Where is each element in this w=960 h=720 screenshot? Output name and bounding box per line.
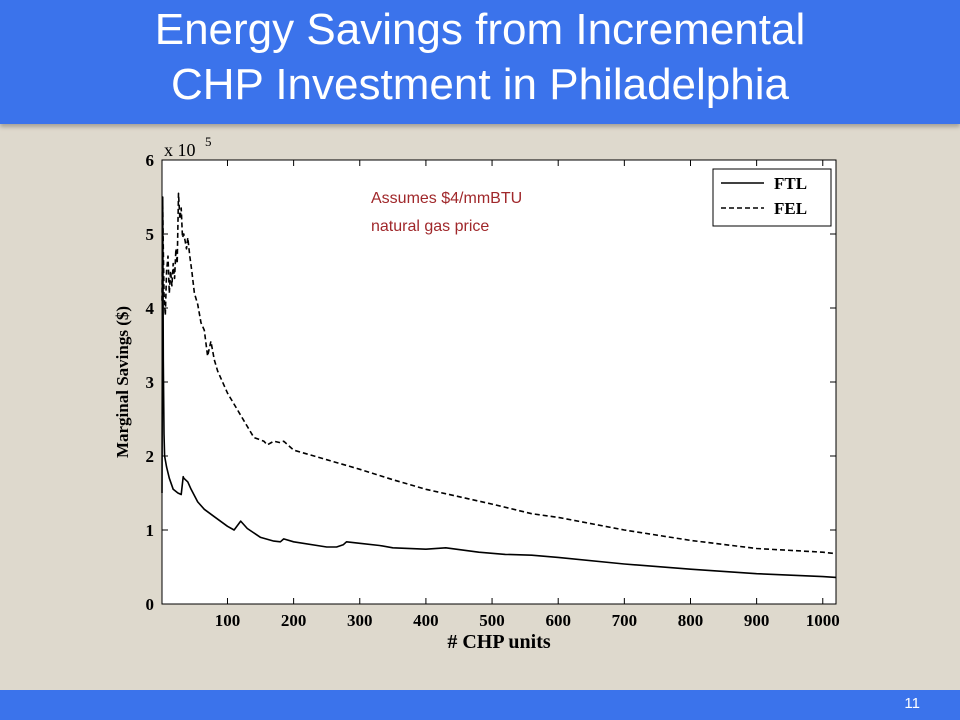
x-axis-label: # CHP units [447, 631, 551, 653]
page-number: 11 [904, 695, 920, 712]
title-line-1: Energy Savings from Incremental [154, 5, 806, 54]
legend: FTL FEL [712, 168, 832, 227]
y-tick-label: 6 [146, 151, 155, 170]
annotation-line-2: natural gas price [371, 218, 489, 235]
plot-area [161, 159, 837, 605]
y-tick-label: 1 [146, 521, 155, 540]
series-line-fel [161, 192, 837, 555]
y-tick-label: 0 [146, 595, 155, 614]
slide-title: Energy Savings from Incremental CHP Inve… [0, 2, 960, 112]
x-tick-label: 1000 [806, 611, 840, 630]
x-tick-label: 500 [479, 611, 505, 630]
series-line-ftl [161, 196, 837, 579]
x-tick-label: 200 [281, 611, 307, 630]
legend-label-ftl: FTL [774, 174, 807, 193]
title-line-2: CHP Investment in Philadelphia [171, 60, 789, 109]
series-layer [161, 192, 837, 579]
legend-box [712, 168, 832, 227]
y-tick-label: 3 [146, 373, 155, 392]
y-tick-label: 2 [146, 447, 155, 466]
y-tick-labels: 0 1 2 3 4 5 6 [146, 151, 155, 614]
annotation-line-1: Assumes $4/mmBTU [371, 190, 522, 207]
x-tick-label: 600 [545, 611, 571, 630]
legend-label-fel: FEL [774, 199, 807, 218]
x-tick-label: 900 [744, 611, 770, 630]
x-tick-label: 700 [612, 611, 638, 630]
y-multiplier-base: x 10 [164, 140, 196, 160]
x-tick-label: 400 [413, 611, 439, 630]
title-bar: Energy Savings from Incremental CHP Inve… [0, 0, 960, 124]
x-tick-labels: 100 200 300 400 500 600 700 800 900 1000 [215, 611, 840, 630]
y-tick-label: 4 [146, 299, 155, 318]
x-tick-label: 300 [347, 611, 373, 630]
x-tick-label: 100 [215, 611, 241, 630]
y-tick-label: 5 [146, 225, 155, 244]
x-tick-label: 800 [678, 611, 704, 630]
y-axis-label: Marginal Savings ($) [113, 306, 132, 458]
footer-bar: 11 [0, 690, 960, 720]
y-multiplier-exponent: 5 [205, 134, 212, 149]
